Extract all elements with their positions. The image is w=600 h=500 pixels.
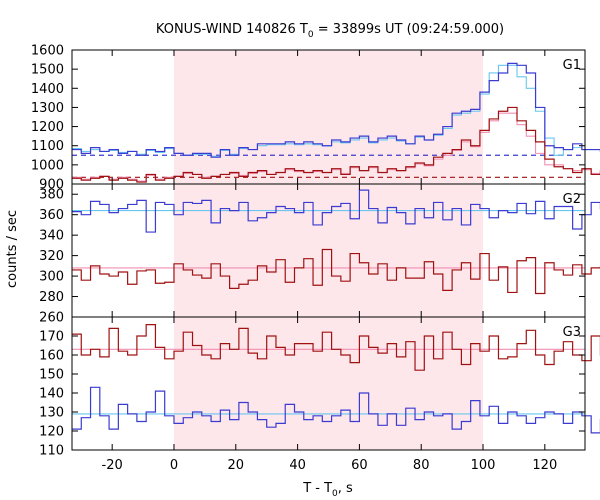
panel-g1-red-counts: [72, 106, 600, 183]
panel-g1-blue-counts: [72, 62, 600, 158]
panel-g3-red-counts: [72, 324, 600, 371]
panel-g3-ytick-label: 110: [39, 444, 64, 459]
xtick-label: 20: [228, 458, 245, 473]
lightcurve-series: [72, 62, 600, 434]
panel-g2-label: G2: [563, 192, 581, 207]
panel-g3-highlight-band: [173, 317, 484, 450]
panel-g3-ytick-label: 140: [39, 387, 64, 402]
panel-g2-ytick-label: 380: [39, 188, 64, 203]
panel-g3-ytick-label: 120: [39, 425, 64, 440]
panel-g2-ytick-label: 320: [39, 249, 64, 264]
panel-g2-highlight-band: [173, 184, 484, 317]
title-rest: = 33899s UT (09:24:59.000): [314, 22, 504, 37]
panel-g2-series: [72, 189, 600, 295]
xtick-label: -20: [102, 458, 123, 473]
panel-g2-blue-counts: [72, 189, 600, 233]
xtick-label: 80: [413, 458, 430, 473]
xtick-label: 120: [532, 458, 557, 473]
panel-g1-ytick-label: 1200: [31, 120, 64, 135]
panel-g3-ytick-label: 150: [39, 368, 64, 383]
panel-g2-ytick-label: 340: [39, 229, 64, 244]
panel-g1-ytick-label: 1400: [31, 82, 64, 97]
panel-g3-ytick-label: 160: [39, 349, 64, 364]
panel-g3-ytick-label: 130: [39, 406, 64, 421]
panel-g1-ytick-label: 1100: [31, 139, 64, 154]
xtick-label: 0: [170, 458, 178, 473]
panel-g1-ytick-label: 1600: [31, 44, 64, 59]
panel-g3-label: G3: [563, 325, 581, 340]
panel-g2-ytick-label: 300: [39, 270, 64, 285]
burst-interval-highlight: [173, 50, 484, 450]
title-main: KONUS-WIND 140826 T: [156, 22, 308, 37]
panel-g2-ytick-label: 280: [39, 290, 64, 305]
title-subscript: 0: [308, 30, 314, 40]
xtick-label: 60: [351, 458, 368, 473]
panel-g2-ytick-label: 260: [39, 311, 64, 326]
panel-g2-ytick-label: 360: [39, 208, 64, 223]
panel-g3-frame: [71, 316, 586, 451]
xlabel-subscript: 0: [332, 489, 338, 499]
panel-g3-blue-counts: [72, 386, 600, 434]
panel-g1-ytick-label: 1000: [31, 158, 64, 173]
panel-g3-series: [72, 324, 600, 434]
panel-frames: [71, 49, 586, 451]
panel-g1-label: G1: [563, 58, 581, 73]
xlabel-main: T - T: [302, 481, 332, 496]
panel-g1-ytick-label: 900: [39, 178, 64, 193]
xtick-label: 100: [471, 458, 496, 473]
y-axis-label: counts / sec: [5, 210, 20, 288]
tick-labels: 9001000110012001300140015001600G12602803…: [31, 44, 581, 474]
xlabel-rest: , s: [338, 481, 353, 496]
panel-g1-highlight-band: [173, 50, 484, 184]
chart-title: KONUS-WIND 140826 T0 = 33899s UT (09:24:…: [156, 22, 504, 40]
panel-g1-series: [72, 62, 600, 183]
panel-g1-ytick-label: 1300: [31, 101, 64, 116]
panel-g2-red-counts: [72, 248, 600, 295]
panel-g3-ytick-label: 170: [39, 330, 64, 345]
xtick-label: 40: [289, 458, 306, 473]
x-axis-label: T - T0, s: [302, 481, 353, 499]
panel-g1-ytick-label: 1500: [31, 63, 64, 78]
